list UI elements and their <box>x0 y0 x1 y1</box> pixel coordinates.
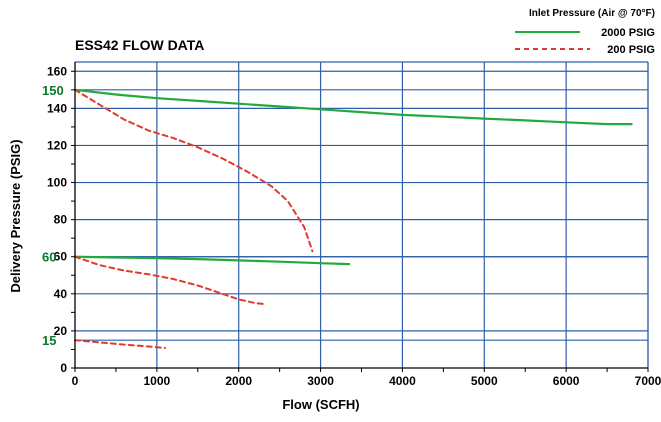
y-tick-label: 160 <box>47 64 67 78</box>
y-axis-label: Delivery Pressure (PSIG) <box>8 139 23 292</box>
series-line-200-psig <box>75 90 312 251</box>
highlight-y-label: 15 <box>42 333 56 348</box>
y-tick-label: 0 <box>60 361 67 375</box>
x-tick-label: 7000 <box>635 374 661 388</box>
x-tick-label: 4000 <box>389 374 416 388</box>
y-tick-label: 40 <box>54 287 68 301</box>
series-line-200-psig <box>75 340 165 348</box>
legend: Inlet Pressure (Air @ 70°F) 2000 PSIG 20… <box>515 8 655 56</box>
series-line-2000-psig <box>75 90 632 124</box>
highlight-y-label: 150 <box>42 83 64 98</box>
x-tick-label: 0 <box>72 374 79 388</box>
legend-title: Inlet Pressure (Air @ 70°F) <box>529 8 655 19</box>
x-tick-label: 6000 <box>553 374 580 388</box>
series-layer <box>75 90 632 348</box>
legend-label-2000-psig: 2000 PSIG <box>601 27 655 39</box>
y-tick-label: 120 <box>47 138 67 152</box>
x-tick-label: 3000 <box>307 374 334 388</box>
series-line-2000-psig <box>75 257 349 264</box>
grid <box>75 62 648 368</box>
y-tick-label: 100 <box>47 176 67 190</box>
legend-label-200-psig: 200 PSIG <box>607 44 655 56</box>
x-tick-label: 2000 <box>225 374 252 388</box>
y-tick-label: 140 <box>47 101 67 115</box>
x-axis-label: Flow (SCFH) <box>282 397 359 412</box>
chart-title: ESS42 FLOW DATA <box>75 37 204 53</box>
x-tick-label: 1000 <box>144 374 171 388</box>
series-line-200-psig <box>75 257 263 304</box>
highlight-y-label: 60 <box>42 250 56 265</box>
y-tick-label: 80 <box>54 213 68 227</box>
x-tick-label: 5000 <box>471 374 498 388</box>
